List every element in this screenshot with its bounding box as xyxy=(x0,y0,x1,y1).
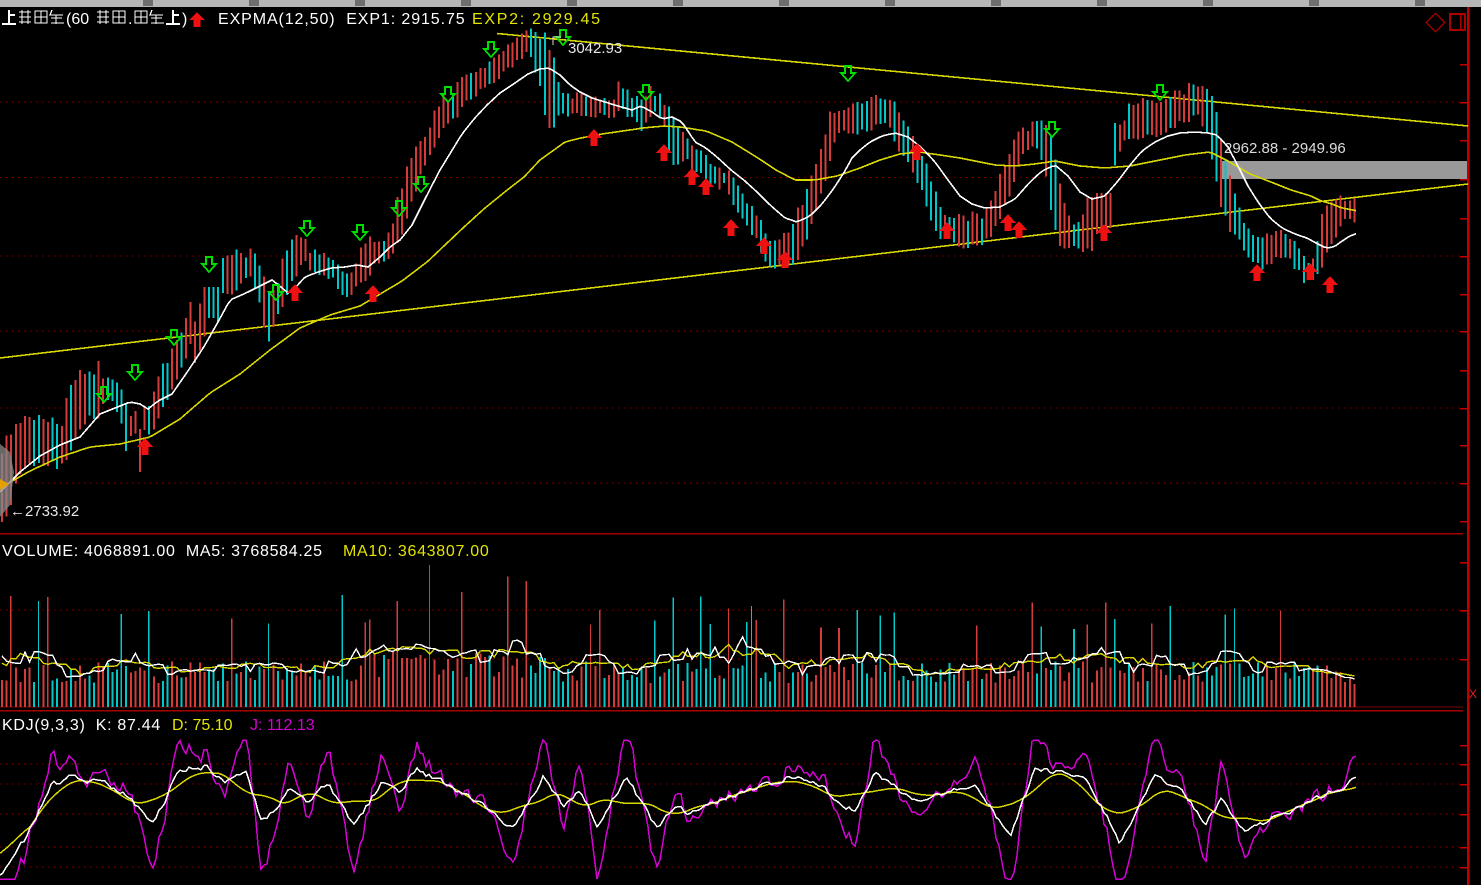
svg-text:EXP2: 2929.45: EXP2: 2929.45 xyxy=(472,11,602,28)
svg-text:EXPMA(12,50) EXP1: 2915.75: EXPMA(12,50) EXP1: 2915.75 xyxy=(218,11,466,28)
svg-text:): ) xyxy=(182,11,187,28)
svg-text:2962.88 - 2949.96: 2962.88 - 2949.96 xyxy=(1224,140,1346,157)
svg-text:J: 112.13: J: 112.13 xyxy=(250,717,315,734)
svg-text:3042.93: 3042.93 xyxy=(568,40,622,57)
svg-text:←2733.92: ←2733.92 xyxy=(10,503,79,520)
svg-text:VOLUME: 4068891.00 MA5: 37685: VOLUME: 4068891.00 MA5: 3768584.25 xyxy=(2,543,323,560)
svg-text:D: 75.10: D: 75.10 xyxy=(172,717,233,734)
svg-text:KDJ(9,3,3) K: 87.44: KDJ(9,3,3) K: 87.44 xyxy=(2,717,161,734)
svg-text:MA10: 3643807.00: MA10: 3643807.00 xyxy=(343,543,489,560)
svg-text:.: . xyxy=(128,11,132,28)
svg-text:(60: (60 xyxy=(66,11,89,28)
svg-text:X: X xyxy=(1469,687,1477,701)
